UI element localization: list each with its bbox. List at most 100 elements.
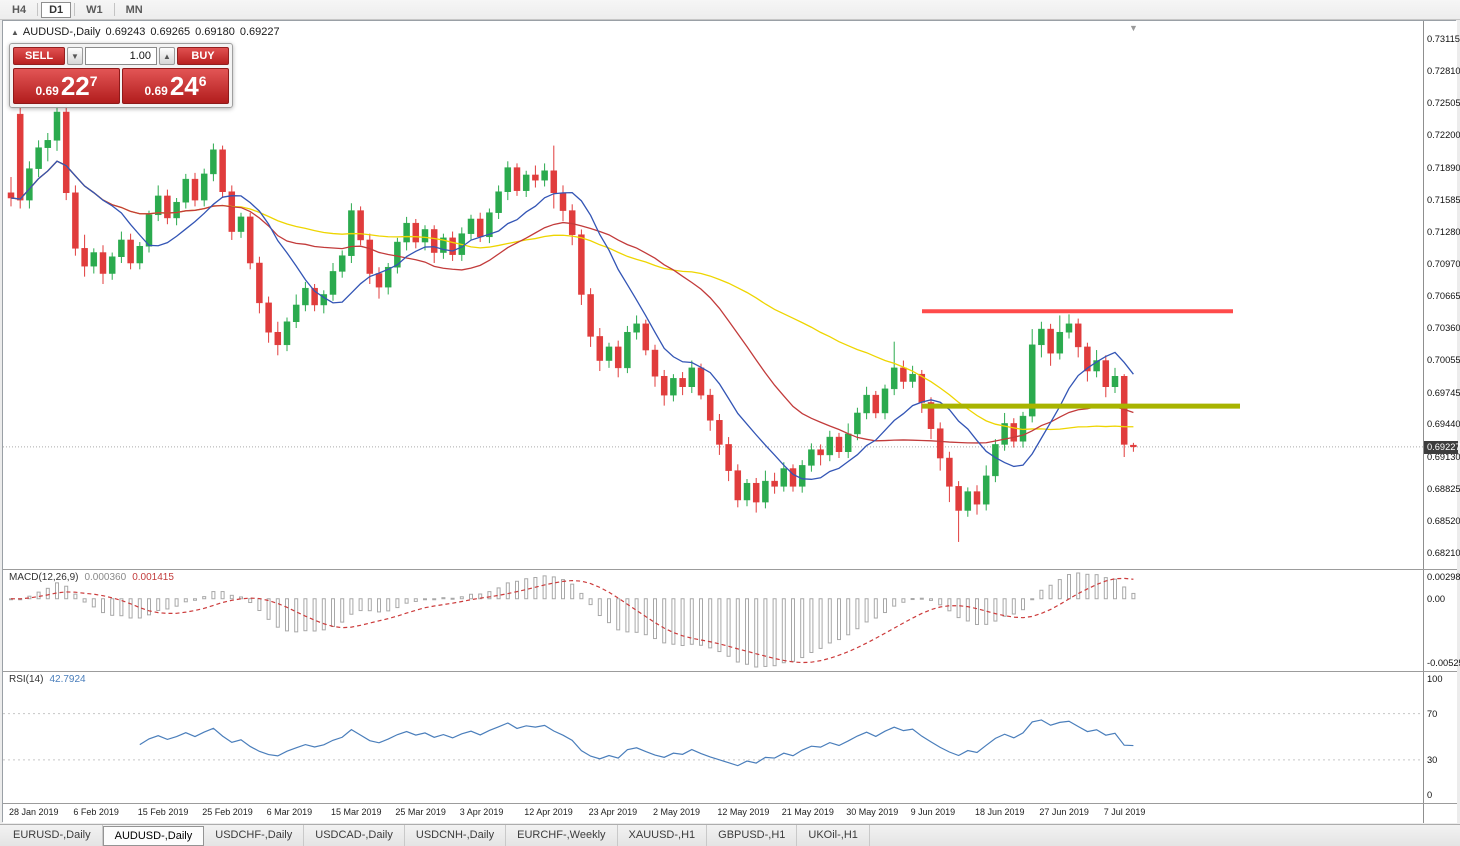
price-axis-label: 0.69130 — [1427, 452, 1460, 462]
volume-input[interactable] — [85, 47, 157, 65]
chart-tab-eurusd-daily[interactable]: EURUSD-,Daily — [2, 825, 103, 846]
rsi-axis-label: 100 — [1427, 674, 1443, 684]
pane-splitter[interactable] — [3, 569, 1457, 570]
macd-main-value: 0.000360 — [84, 572, 127, 583]
toolbar-separator — [37, 3, 39, 16]
sell-price-big: 22 — [60, 71, 90, 101]
pane-splitter[interactable] — [3, 671, 1457, 672]
price-axis-label: 0.70970 — [1427, 259, 1460, 270]
price-axis-label: 0.70665 — [1427, 291, 1460, 302]
window-collapse-icon: ▲ — [11, 28, 19, 37]
sell-price-sup: 7 — [89, 73, 98, 89]
date-axis-label: 28 Jan 2019 — [9, 807, 59, 817]
chevron-up-icon: ▲ — [163, 51, 171, 61]
rsi-line — [139, 719, 1134, 767]
ohlc-high: 0.69265 — [150, 26, 191, 38]
sell-price-prefix: 0.69 — [35, 84, 59, 98]
price-axis-label: 0.69440 — [1427, 419, 1460, 430]
toolbar-separator — [74, 3, 76, 16]
date-axis-label: 18 Jun 2019 — [975, 807, 1025, 817]
chart-tab-usdcad-daily[interactable]: USDCAD-,Daily — [304, 825, 405, 846]
date-axis-label: 23 Apr 2019 — [588, 807, 638, 817]
rsi-axis-label: 70 — [1427, 708, 1438, 719]
ohlc-open: 0.69243 — [105, 26, 146, 38]
date-axis-label: 27 Jun 2019 — [1039, 807, 1089, 817]
date-axis-label: 3 Apr 2019 — [459, 807, 504, 817]
price-axis-label: 0.68520 — [1427, 515, 1460, 526]
buy-price-big: 24 — [169, 71, 199, 101]
date-axis-label: 9 Jun 2019 — [910, 807, 956, 817]
price-axis-label: 0.68825 — [1427, 483, 1460, 494]
chart-plot-area[interactable] — [3, 21, 1423, 823]
date-axis-label: 12 Apr 2019 — [524, 807, 573, 817]
rsi-indicator-label: RSI(14) 42.7924 — [9, 674, 86, 685]
chart-tab-ukoil-h1[interactable]: UKOil-,H1 — [797, 825, 870, 846]
chart-tab-eurchf-weekly[interactable]: EURCHF-,Weekly — [506, 825, 618, 846]
date-axis-label: 30 May 2019 — [846, 807, 899, 817]
price-axis-label: 0.72810 — [1427, 66, 1460, 77]
chart-tab-gbpusd-h1[interactable]: GBPUSD-,H1 — [707, 825, 798, 846]
buy-price-button[interactable]: 0.69 24 6 — [122, 68, 229, 104]
chart-shift-marker-icon[interactable]: ▼ — [1129, 23, 1138, 33]
buy-button[interactable]: BUY — [177, 47, 229, 65]
price-axis-label: 0.73115 — [1427, 34, 1460, 45]
chart-tab-usdchf-daily[interactable]: USDCHF-,Daily — [204, 825, 305, 846]
chart-window[interactable]: ▲ AUDUSD-,Daily 0.69243 0.69265 0.69180 0.692… — [2, 20, 1460, 823]
timeframe-toolbar: H4 D1 W1 MN — [0, 0, 1460, 20]
price-axis-label: 0.71280 — [1427, 226, 1460, 237]
date-axis-label: 7 Jul 2019 — [1103, 807, 1146, 817]
price-axis-label: 0.68210 — [1427, 548, 1460, 559]
date-axis-label: 6 Feb 2019 — [73, 807, 119, 817]
rsi-axis-label: 0 — [1427, 789, 1433, 800]
horizontal-lines — [922, 309, 1240, 409]
macd-axis-label: 0.002984 — [1427, 572, 1460, 582]
chart-tab-bar: EURUSD-,Daily AUDUSD-,Daily USDCHF-,Daily U… — [0, 824, 1460, 846]
ohlc-low: 0.69180 — [195, 26, 235, 38]
volume-decrease-button[interactable]: ▼ — [67, 47, 83, 65]
timeframe-button-d1[interactable]: D1 — [41, 1, 72, 18]
date-axis-label: 15 Feb 2019 — [137, 807, 189, 817]
rsi-level-lines — [3, 713, 1423, 761]
macd-name: MACD(12,26,9) — [9, 572, 79, 583]
timeframe-button-w1[interactable]: W1 — [78, 2, 111, 18]
price-axis-label: 0.69745 — [1427, 387, 1460, 398]
chevron-down-icon: ▼ — [71, 51, 79, 61]
price-axis[interactable]: 0.69227 0.73115 0.72810 0.72505 0.72200 0.71… — [1423, 21, 1460, 823]
pane-splitter — [3, 803, 1457, 804]
ohlc-close: 0.69227 — [239, 26, 280, 38]
chart-tab-audusd-daily[interactable]: AUDUSD-,Daily — [102, 826, 205, 846]
macd-signal-value: 0.001415 — [132, 572, 174, 583]
date-axis-label: 15 Mar 2019 — [331, 807, 382, 817]
macd-indicator-label: MACD(12,26,9) 0.000360 0.001415 — [9, 572, 174, 583]
volume-increase-button[interactable]: ▲ — [159, 47, 175, 65]
price-axis-label: 0.70055 — [1427, 355, 1460, 365]
sell-price-button[interactable]: 0.69 22 7 — [13, 68, 120, 104]
toolbar-separator — [113, 3, 115, 16]
symbol-title: AUDUSD-,Daily — [22, 26, 101, 38]
price-axis-label: 0.71890 — [1427, 162, 1460, 173]
date-axis-label: 21 May 2019 — [781, 807, 834, 817]
macd-histogram — [9, 572, 1136, 668]
price-axis-label: 0.72200 — [1427, 130, 1460, 141]
macd-axis-label: 0.00 — [1427, 593, 1446, 604]
price-axis-label: 0.72505 — [1427, 98, 1460, 109]
chart-tab-usdcnh-daily[interactable]: USDCNH-,Daily — [405, 825, 507, 846]
current-price-badge: 0.69227 — [1424, 440, 1460, 454]
chart-tab-xauusd-h1[interactable]: XAUUSD-,H1 — [618, 825, 708, 846]
timeframe-button-h4[interactable]: H4 — [4, 2, 34, 18]
rsi-axis-label: 30 — [1427, 754, 1438, 765]
price-axis-label: 0.71585 — [1427, 194, 1460, 205]
date-axis-label: 25 Mar 2019 — [395, 807, 446, 817]
rsi-value: 42.7924 — [49, 674, 86, 685]
date-axis-label: 6 Mar 2019 — [266, 807, 313, 817]
macd-axis-label: -0.005254 — [1427, 658, 1460, 668]
rsi-name: RSI(14) — [9, 674, 44, 685]
sell-button[interactable]: SELL — [13, 47, 65, 65]
timeframe-button-mn[interactable]: MN — [118, 2, 151, 18]
date-axis-label: 12 May 2019 — [717, 807, 770, 817]
candles-series[interactable] — [7, 103, 1137, 542]
date-axis-label: 2 May 2019 — [653, 807, 701, 817]
buy-price-sup: 6 — [198, 73, 207, 89]
time-axis[interactable]: 28 Jan 2019 6 Feb 2019 15 Feb 2019 25 Feb 2… — [3, 804, 1423, 823]
